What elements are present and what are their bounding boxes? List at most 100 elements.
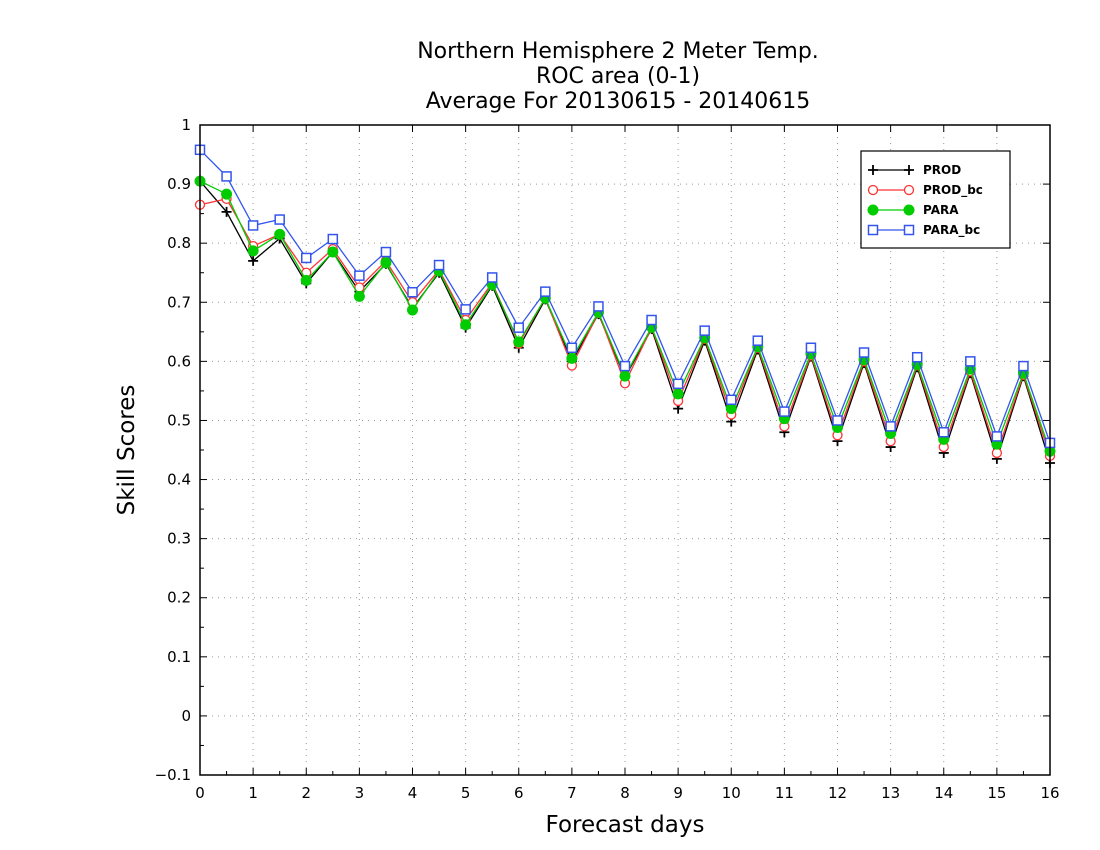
x-tick-label: 0	[195, 784, 205, 802]
data-point	[1018, 360, 1029, 372]
title-line-3: Average For 20130615 - 20140615	[426, 89, 811, 114]
x-tick-label: 9	[673, 784, 683, 802]
data-point	[566, 342, 578, 354]
x-tick-label: 4	[408, 784, 418, 802]
data-point	[248, 255, 259, 266]
data-point	[274, 214, 285, 225]
legend-marker	[868, 165, 878, 175]
data-point	[274, 228, 286, 240]
legend-marker	[867, 204, 879, 216]
data-point	[991, 447, 1003, 459]
data-point	[301, 252, 312, 264]
x-tick-label: 16	[1040, 784, 1059, 802]
data-point	[779, 406, 790, 417]
data-point	[353, 290, 365, 302]
legend-item-para-bc: PARA_bc	[867, 223, 980, 238]
x-tick-label: 15	[987, 784, 1006, 802]
x-tick-label: 6	[514, 784, 524, 802]
data-point	[433, 259, 445, 271]
legend-marker	[903, 184, 915, 196]
data-point	[380, 246, 392, 258]
data-point	[672, 378, 684, 390]
legend-item-para: PARA	[867, 203, 959, 217]
legend-box	[860, 150, 1011, 249]
chart-title: Northern Hemisphere 2 Meter Temp. ROC ar…	[417, 39, 819, 114]
data-point	[407, 304, 418, 316]
y-tick-label: 0.2	[167, 589, 191, 607]
data-point	[699, 325, 710, 336]
title-line-2: ROC area (0-1)	[536, 64, 700, 89]
x-tick-label: 10	[722, 784, 741, 802]
y-tick-label: 0.5	[167, 411, 191, 429]
data-point	[513, 336, 525, 348]
title-line-1: Northern Hemisphere 2 Meter Temp.	[417, 39, 819, 64]
data-point	[221, 206, 232, 217]
data-point	[938, 427, 949, 438]
legend: PROD PROD_bc PARA PARA_bc	[860, 150, 1011, 249]
data-point	[247, 220, 259, 231]
x-tick-label: 14	[934, 784, 953, 802]
legend-item-prod-bc: PROD_bc	[867, 183, 983, 198]
data-point	[725, 403, 737, 415]
data-point	[965, 356, 976, 367]
data-point	[221, 171, 232, 182]
x-tick-label: 8	[620, 784, 630, 802]
data-point	[460, 304, 471, 315]
data-point	[885, 421, 896, 432]
data-point	[354, 270, 365, 281]
plot-frame	[199, 124, 1051, 776]
data-point	[991, 431, 1003, 442]
data-point	[566, 352, 578, 364]
data-point	[513, 322, 524, 333]
x-tick-label: 1	[248, 784, 258, 802]
y-tick-label: −0.1	[155, 766, 191, 784]
data-point	[221, 188, 233, 200]
y-tick-label: 0.4	[167, 471, 191, 489]
data-point	[752, 335, 764, 346]
legend-label: PARA	[923, 203, 959, 217]
x-tick-label: 11	[775, 784, 794, 802]
data-point	[646, 314, 657, 326]
data-point	[380, 257, 392, 269]
y-tick-label: 0.6	[167, 352, 191, 370]
axis-ticks: −0.100.10.20.30.40.50.60.70.80.910 1 2 3 4 5 6…	[155, 116, 1060, 802]
y-tick-label: 0.8	[167, 234, 191, 252]
legend-label: PARA_bc	[923, 223, 980, 238]
legend-marker	[867, 224, 879, 236]
legend-marker	[904, 165, 914, 175]
data-point	[460, 319, 472, 331]
legend-label: PROD	[923, 163, 961, 177]
data-point	[805, 342, 817, 354]
x-tick-label: 2	[301, 784, 311, 802]
x-tick-label: 3	[355, 784, 365, 802]
data-point	[832, 415, 843, 426]
data-point	[540, 286, 551, 297]
y-tick-label: 0.3	[167, 530, 191, 548]
legend-marker	[903, 224, 915, 236]
y-tick-label: 0	[181, 707, 191, 725]
data-point	[247, 245, 259, 257]
data-point	[300, 274, 312, 286]
x-tick-label: 12	[828, 784, 847, 802]
y-tick-label: 1	[181, 116, 191, 134]
data-point	[327, 233, 339, 245]
legend-marker	[867, 184, 879, 196]
data-point	[593, 301, 604, 312]
x-tick-label: 7	[567, 784, 577, 802]
data-point	[327, 246, 339, 258]
data-point	[858, 347, 870, 358]
y-tick-label: 0.1	[167, 648, 191, 666]
data-point	[619, 370, 631, 382]
data-point	[486, 272, 498, 283]
data-point	[672, 388, 684, 400]
x-tick-label: 13	[881, 784, 900, 802]
data-point	[726, 394, 737, 406]
data-point	[619, 360, 631, 372]
data-point	[911, 351, 923, 363]
data-point	[407, 286, 418, 298]
legend-item-prod: PROD	[868, 163, 961, 177]
y-tick-label: 0.9	[167, 175, 191, 193]
x-tick-label: 5	[461, 784, 471, 802]
y-tick-label: 0.7	[167, 293, 191, 311]
